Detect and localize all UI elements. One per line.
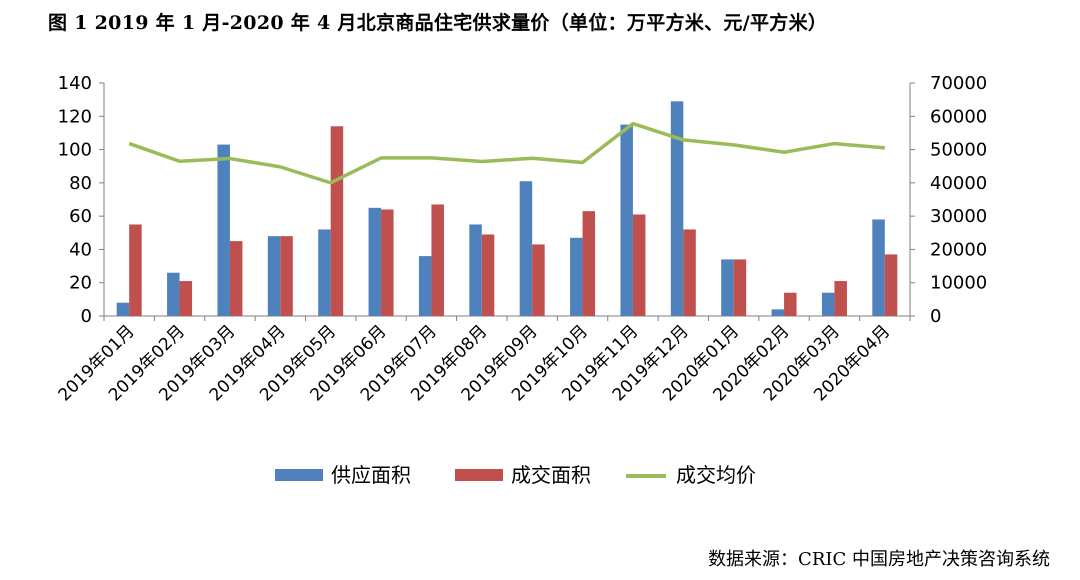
chart-title: 图 1 2019 年 1 月-2020 年 4 月北京商品住宅供求量价（单位：万… (48, 12, 828, 34)
bar-supply-area (217, 144, 230, 316)
bar-deal-area (229, 241, 243, 316)
legend: 供应面积 成交面积 成交均价 (275, 463, 756, 487)
right-tick-label: 0 (930, 306, 941, 327)
left-tick-label: 120 (58, 106, 92, 127)
right-tick-label: 70000 (930, 73, 987, 94)
right-y-axis: 0 10000 20000 30000 40000 50000 60000 70000 (909, 73, 987, 327)
bar-deal-area (582, 211, 596, 316)
bar-supply-area (267, 236, 281, 316)
bar-supply-area (721, 259, 734, 316)
bar-supply-area (167, 272, 180, 316)
legend-avg-price-label: 成交均价 (676, 463, 756, 487)
bar-deal-area (179, 281, 193, 316)
bar-supply-area (469, 224, 482, 316)
left-y-axis: 0 20 40 60 80 100 120 140 (58, 73, 105, 327)
legend-supply-area-label: 供应面积 (331, 463, 411, 487)
bar-supply-area (418, 256, 432, 316)
bar-deal-area (884, 254, 898, 316)
bar-deal-area (632, 214, 646, 316)
right-tick-label: 40000 (930, 173, 987, 194)
bar-supply-area (570, 237, 583, 316)
right-tick-label: 50000 (930, 140, 987, 161)
bar-supply-area (872, 219, 885, 316)
bar-supply-area (771, 309, 785, 316)
bar-deal-area (330, 126, 344, 317)
bar-deal-area (280, 236, 293, 316)
left-tick-label: 100 (58, 140, 92, 161)
left-tick-label: 80 (69, 173, 92, 194)
bar-supply-area (116, 302, 130, 316)
legend-deal-area-label: 成交面积 (511, 463, 591, 487)
x-axis: 2019年01月2019年02月2019年03月2019年04月2019年05月… (55, 315, 911, 405)
bar-deal-area (834, 281, 847, 316)
bar-supply-area (519, 181, 533, 316)
left-tick-label: 60 (69, 206, 92, 227)
bar-series (116, 101, 898, 317)
right-tick-label: 30000 (930, 206, 987, 227)
bar-supply-area (368, 207, 382, 316)
bar-supply-area (670, 101, 684, 316)
bar-deal-area (683, 229, 696, 316)
bar-deal-area (532, 244, 545, 316)
left-tick-label: 0 (81, 306, 92, 327)
legend-supply-area-swatch (275, 469, 323, 481)
line-series (128, 121, 885, 185)
source-note: 数据来源：CRIC 中国房地产决策咨询系统 (708, 549, 1050, 570)
bar-deal-area (481, 234, 495, 316)
bar-deal-area (381, 209, 394, 316)
bar-deal-area (431, 204, 444, 316)
right-tick-label: 60000 (930, 106, 987, 127)
bar-deal-area (129, 224, 142, 316)
bar-supply-area (821, 292, 835, 316)
right-tick-label: 10000 (930, 273, 987, 294)
bar-supply-area (620, 124, 633, 316)
bar-supply-area (318, 229, 331, 316)
right-tick-label: 20000 (930, 239, 987, 260)
legend-deal-area-swatch (455, 469, 503, 481)
bar-deal-area (733, 259, 747, 316)
left-tick-label: 20 (69, 273, 92, 294)
left-tick-label: 140 (58, 73, 92, 94)
bar-deal-area (784, 292, 797, 316)
price-line (128, 121, 885, 185)
left-tick-label: 40 (69, 239, 92, 260)
